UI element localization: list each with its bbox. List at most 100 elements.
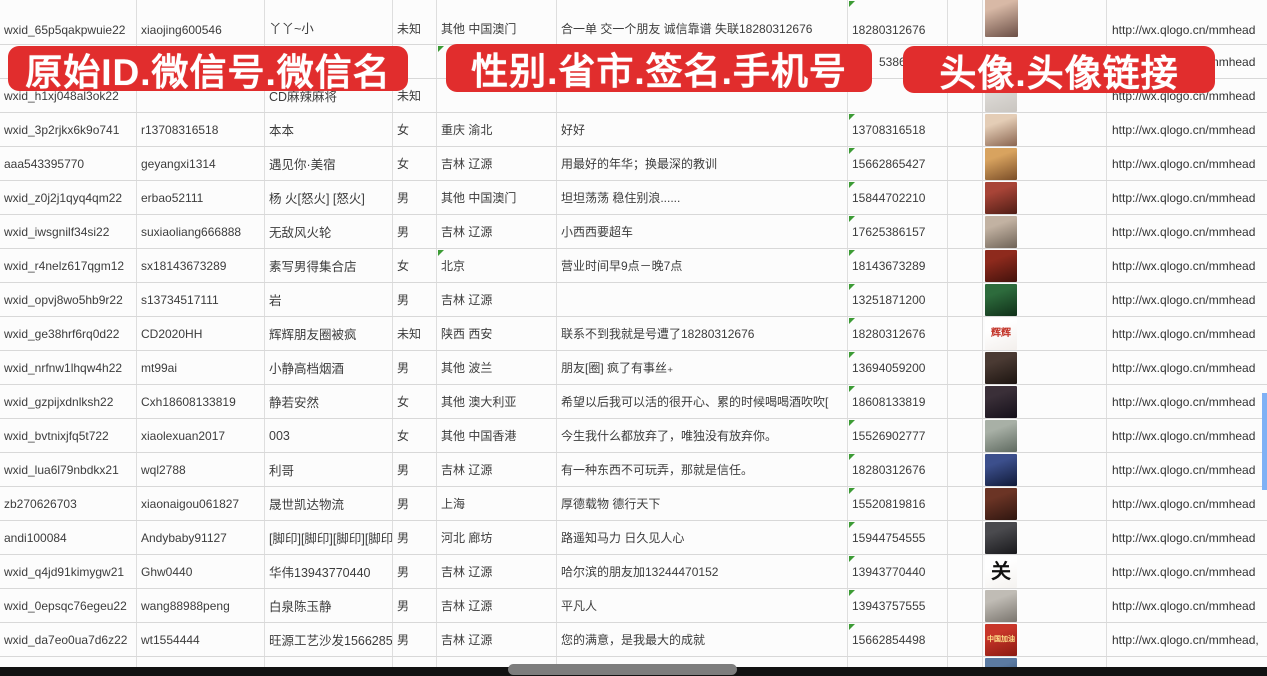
cell-avatar-link[interactable]: http://wx.qlogo.cn/mmhead [1107, 385, 1267, 418]
cell-original-id[interactable]: wxid_nrfnw1lhqw4h22 [0, 351, 137, 384]
cell-avatar[interactable] [983, 147, 1107, 180]
cell-wechat-account[interactable]: Ghw0440 [137, 555, 265, 588]
cell-gender[interactable]: 女 [393, 249, 437, 282]
cell-province-city[interactable]: 其他 波兰 [437, 351, 557, 384]
cell-avatar-link[interactable]: http://wx.qlogo.cn/mmhead [1107, 589, 1267, 622]
cell-avatar-link[interactable]: http://wx.qlogo.cn/mmhead [1107, 113, 1267, 146]
cell-spacer[interactable] [948, 283, 983, 316]
cell-phone-number[interactable]: 13943757555 [848, 589, 948, 622]
cell-avatar-link[interactable]: http://wx.qlogo.cn/mmhead [1107, 555, 1267, 588]
cell-province-city[interactable]: 吉林 辽源 [437, 215, 557, 248]
cell-spacer[interactable] [948, 589, 983, 622]
cell-gender[interactable]: 女 [393, 385, 437, 418]
cell-avatar[interactable]: 关 [983, 555, 1107, 588]
cell-wechat-account[interactable] [137, 657, 265, 676]
cell-phone-number[interactable]: 15944754555 [848, 521, 948, 554]
avatar-image[interactable] [985, 182, 1017, 214]
cell-wechat-account[interactable] [137, 79, 265, 112]
cell-wechat-name[interactable]: 本本 [265, 113, 393, 146]
cell-avatar-link[interactable]: http://wx.qlogo.cn/mmhead [1107, 317, 1267, 350]
cell-original-id[interactable]: andi100084 [0, 521, 137, 554]
cell-spacer[interactable] [948, 79, 983, 112]
cell-signature[interactable]: 厚德载物 德行天下 [557, 487, 848, 520]
cell-avatar-link[interactable]: http://wx.qlogo.cn/mmhead [1107, 0, 1267, 44]
cell-spacer[interactable] [948, 181, 983, 214]
cell-signature[interactable]: 您的满意，是我最大的成就 [557, 623, 848, 656]
cell-wechat-name[interactable]: 遇见你·美宿 [265, 147, 393, 180]
cell-phone-number[interactable] [848, 657, 948, 676]
cell-province-city[interactable]: 河北 廊坊 [437, 521, 557, 554]
cell-wechat-name[interactable]: 利哥 [265, 453, 393, 486]
cell-province-city[interactable]: 吉林 辽源 [437, 147, 557, 180]
cell-original-id[interactable]: wxid_iwsgnilf34si22 [0, 215, 137, 248]
cell-avatar[interactable] [983, 215, 1107, 248]
avatar-image[interactable] [985, 216, 1017, 248]
cell-spacer[interactable] [948, 453, 983, 486]
bottom-scroll-handle[interactable] [508, 664, 737, 675]
cell-gender[interactable] [393, 657, 437, 676]
cell-wechat-name[interactable]: 杨 火[怒火] [怒火] [265, 181, 393, 214]
cell-original-id[interactable]: aaa543395770 [0, 147, 137, 180]
cell-gender[interactable]: 未知 [393, 317, 437, 350]
cell-spacer[interactable] [948, 0, 983, 44]
cell-gender[interactable]: 男 [393, 487, 437, 520]
cell-avatar-link[interactable]: http://wx.qlogo.cn/mmhead [1107, 419, 1267, 452]
cell-phone-number[interactable]: 15526902777 [848, 419, 948, 452]
cell-phone-number[interactable]: 13943770440 [848, 555, 948, 588]
cell-avatar[interactable] [983, 113, 1107, 146]
vertical-scrollbar-thumb[interactable] [1262, 393, 1267, 490]
avatar-image[interactable] [985, 250, 1017, 282]
cell-phone-number[interactable]: 13708316518 [848, 113, 948, 146]
cell-spacer[interactable] [948, 249, 983, 282]
cell-wechat-account[interactable]: suxiaoliang666888 [137, 215, 265, 248]
cell-wechat-name[interactable]: 静若安然 [265, 385, 393, 418]
cell-phone-number[interactable]: 18280312676 [848, 0, 948, 44]
cell-wechat-name[interactable]: 岩 [265, 283, 393, 316]
cell-gender[interactable]: 女 [393, 147, 437, 180]
cell-original-id[interactable]: wxid_z0j2j1qyq4qm22 [0, 181, 137, 214]
cell-signature[interactable]: 合一单 交一个朋友 诚信靠谱 失联18280312676 [557, 0, 848, 44]
cell-gender[interactable]: 男 [393, 181, 437, 214]
cell-avatar[interactable] [983, 385, 1107, 418]
cell-phone-number[interactable]: 17625386157 [848, 215, 948, 248]
cell-avatar[interactable] [983, 0, 1107, 44]
cell-signature[interactable]: 营业时间早9点－晚7点 [557, 249, 848, 282]
cell-wechat-account[interactable]: erbao52111 [137, 181, 265, 214]
cell-signature[interactable] [557, 79, 848, 112]
cell-province-city[interactable]: 上海 [437, 487, 557, 520]
cell-wechat-account[interactable]: wt1554444 [137, 623, 265, 656]
cell-signature[interactable]: 朋友[圈] 疯了有事丝₊ [557, 351, 848, 384]
cell-avatar[interactable] [983, 521, 1107, 554]
cell-signature[interactable] [557, 657, 848, 676]
cell-avatar-link[interactable]: http://wx.qlogo.cn/mmhead [1107, 181, 1267, 214]
cell-spacer[interactable] [948, 385, 983, 418]
cell-avatar[interactable] [983, 351, 1107, 384]
cell-province-city[interactable]: 其他 中国澳门 [437, 181, 557, 214]
cell-gender[interactable] [393, 45, 437, 78]
cell-province-city[interactable]: 其他 中国香港 [437, 419, 557, 452]
cell-avatar-link[interactable]: http://wx.qlogo.cn/mmhead [1107, 453, 1267, 486]
cell-phone-number[interactable]: 13694059200 [848, 351, 948, 384]
cell-signature[interactable]: 小西西要超车 [557, 215, 848, 248]
cell-wechat-account[interactable]: mt99ai [137, 351, 265, 384]
cell-wechat-account[interactable]: xiaolexuan2017 [137, 419, 265, 452]
avatar-image[interactable] [985, 488, 1017, 520]
cell-original-id[interactable]: wxid_opvj8wo5hb9r22 [0, 283, 137, 316]
cell-wechat-name[interactable]: 丫丫~小 [265, 0, 393, 44]
avatar-image[interactable] [985, 0, 1018, 37]
cell-gender[interactable]: 未知 [393, 79, 437, 112]
cell-avatar[interactable] [983, 487, 1107, 520]
cell-original-id[interactable]: wxid_da7eo0ua7d6z22 [0, 623, 137, 656]
avatar-image[interactable] [985, 590, 1017, 622]
cell-avatar[interactable]: 中国加油 [983, 623, 1107, 656]
cell-avatar[interactable]: 辉辉 [983, 317, 1107, 350]
cell-original-id[interactable]: wxid_65p5qakpwuie22 [0, 0, 137, 44]
cell-wechat-account[interactable]: Cxh18608133819 [137, 385, 265, 418]
cell-wechat-account[interactable]: Andybaby91127 [137, 521, 265, 554]
cell-province-city[interactable]: 陕西 西安 [437, 317, 557, 350]
cell-gender[interactable]: 男 [393, 283, 437, 316]
avatar-image[interactable] [985, 420, 1017, 452]
cell-wechat-account[interactable]: r13708316518 [137, 113, 265, 146]
avatar-image[interactable] [985, 148, 1017, 180]
cell-spacer[interactable] [948, 521, 983, 554]
